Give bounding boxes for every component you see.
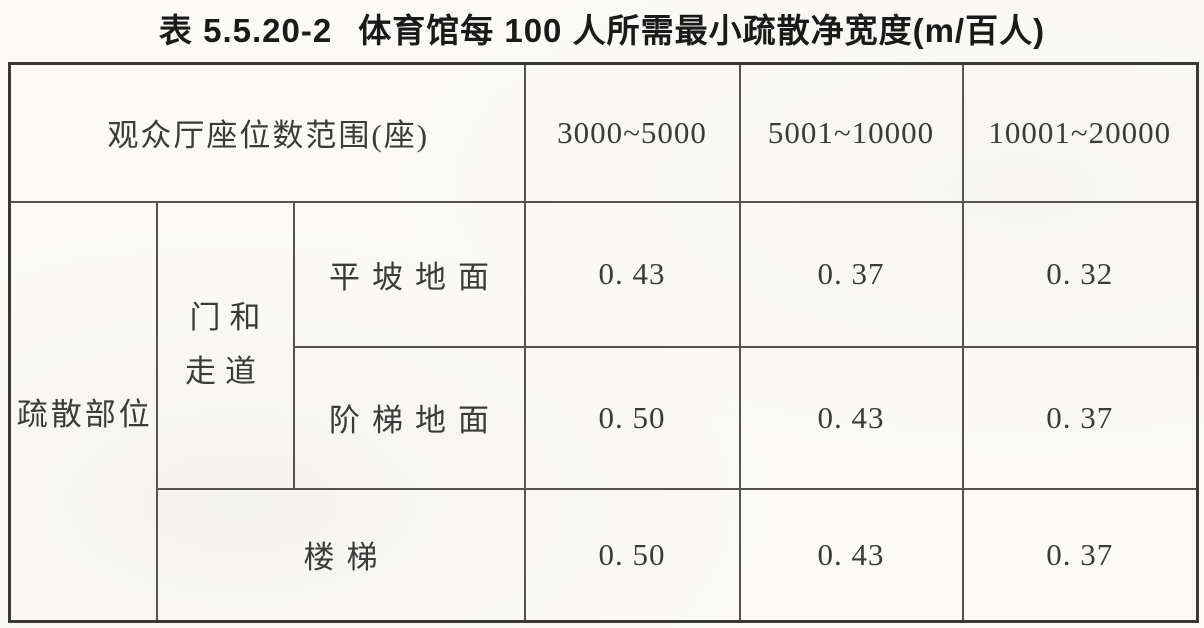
table-row-stairs: 楼梯 0. 50 0. 43 0. 37	[10, 487, 1199, 623]
cell-stairs-10001-20000: 0. 37	[961, 487, 1199, 623]
table-row-stepped-ground: 阶梯地面 0. 50 0. 43 0. 37	[10, 345, 1199, 490]
row-label-stepped-ground: 阶梯地面	[292, 345, 526, 490]
evacuation-width-table: 观众厅座位数范围(座) 3000~5000 5001~10000 10001~2…	[8, 62, 1199, 623]
table-caption: 体育馆每 100 人所需最小疏散净宽度(m/百人)	[358, 12, 1046, 49]
row-label-stairs: 楼梯	[155, 487, 526, 623]
header-seat-range-label: 观众厅座位数范围(座)	[8, 62, 526, 203]
cell-flat-3000-5000: 0. 43	[523, 200, 741, 348]
cell-stepped-3000-5000: 0. 50	[523, 345, 741, 490]
table-row-flat-ground: 疏散部位 门和 走道 平坡地面 0. 43 0. 37 0. 32	[8, 200, 1199, 623]
table-number: 表 5.5.20-2	[158, 12, 333, 49]
header-range-5001-10000: 5001~10000	[738, 62, 964, 203]
row-label-flat-slope-ground: 平坡地面	[292, 200, 526, 348]
table-title: 表 5.5.20-2 体育馆每 100 人所需最小疏散净宽度(m/百人)	[0, 4, 1204, 52]
cell-stepped-10001-20000: 0. 37	[961, 345, 1199, 490]
cell-flat-10001-20000: 0. 32	[961, 200, 1199, 348]
table-header-row: 观众厅座位数范围(座) 3000~5000 5001~10000 10001~2…	[8, 62, 1199, 203]
header-range-3000-5000: 3000~5000	[523, 62, 741, 203]
cell-stairs-5001-10000: 0. 43	[738, 487, 964, 623]
subgroup-doors-and-corridors: 门和 走道	[155, 200, 295, 490]
cell-stepped-5001-10000: 0. 43	[738, 345, 964, 490]
cell-flat-5001-10000: 0. 37	[738, 200, 964, 348]
row-group-evacuation-location: 疏散部位	[8, 200, 158, 623]
cell-stairs-3000-5000: 0. 50	[523, 487, 741, 623]
header-range-10001-20000: 10001~20000	[961, 62, 1199, 203]
